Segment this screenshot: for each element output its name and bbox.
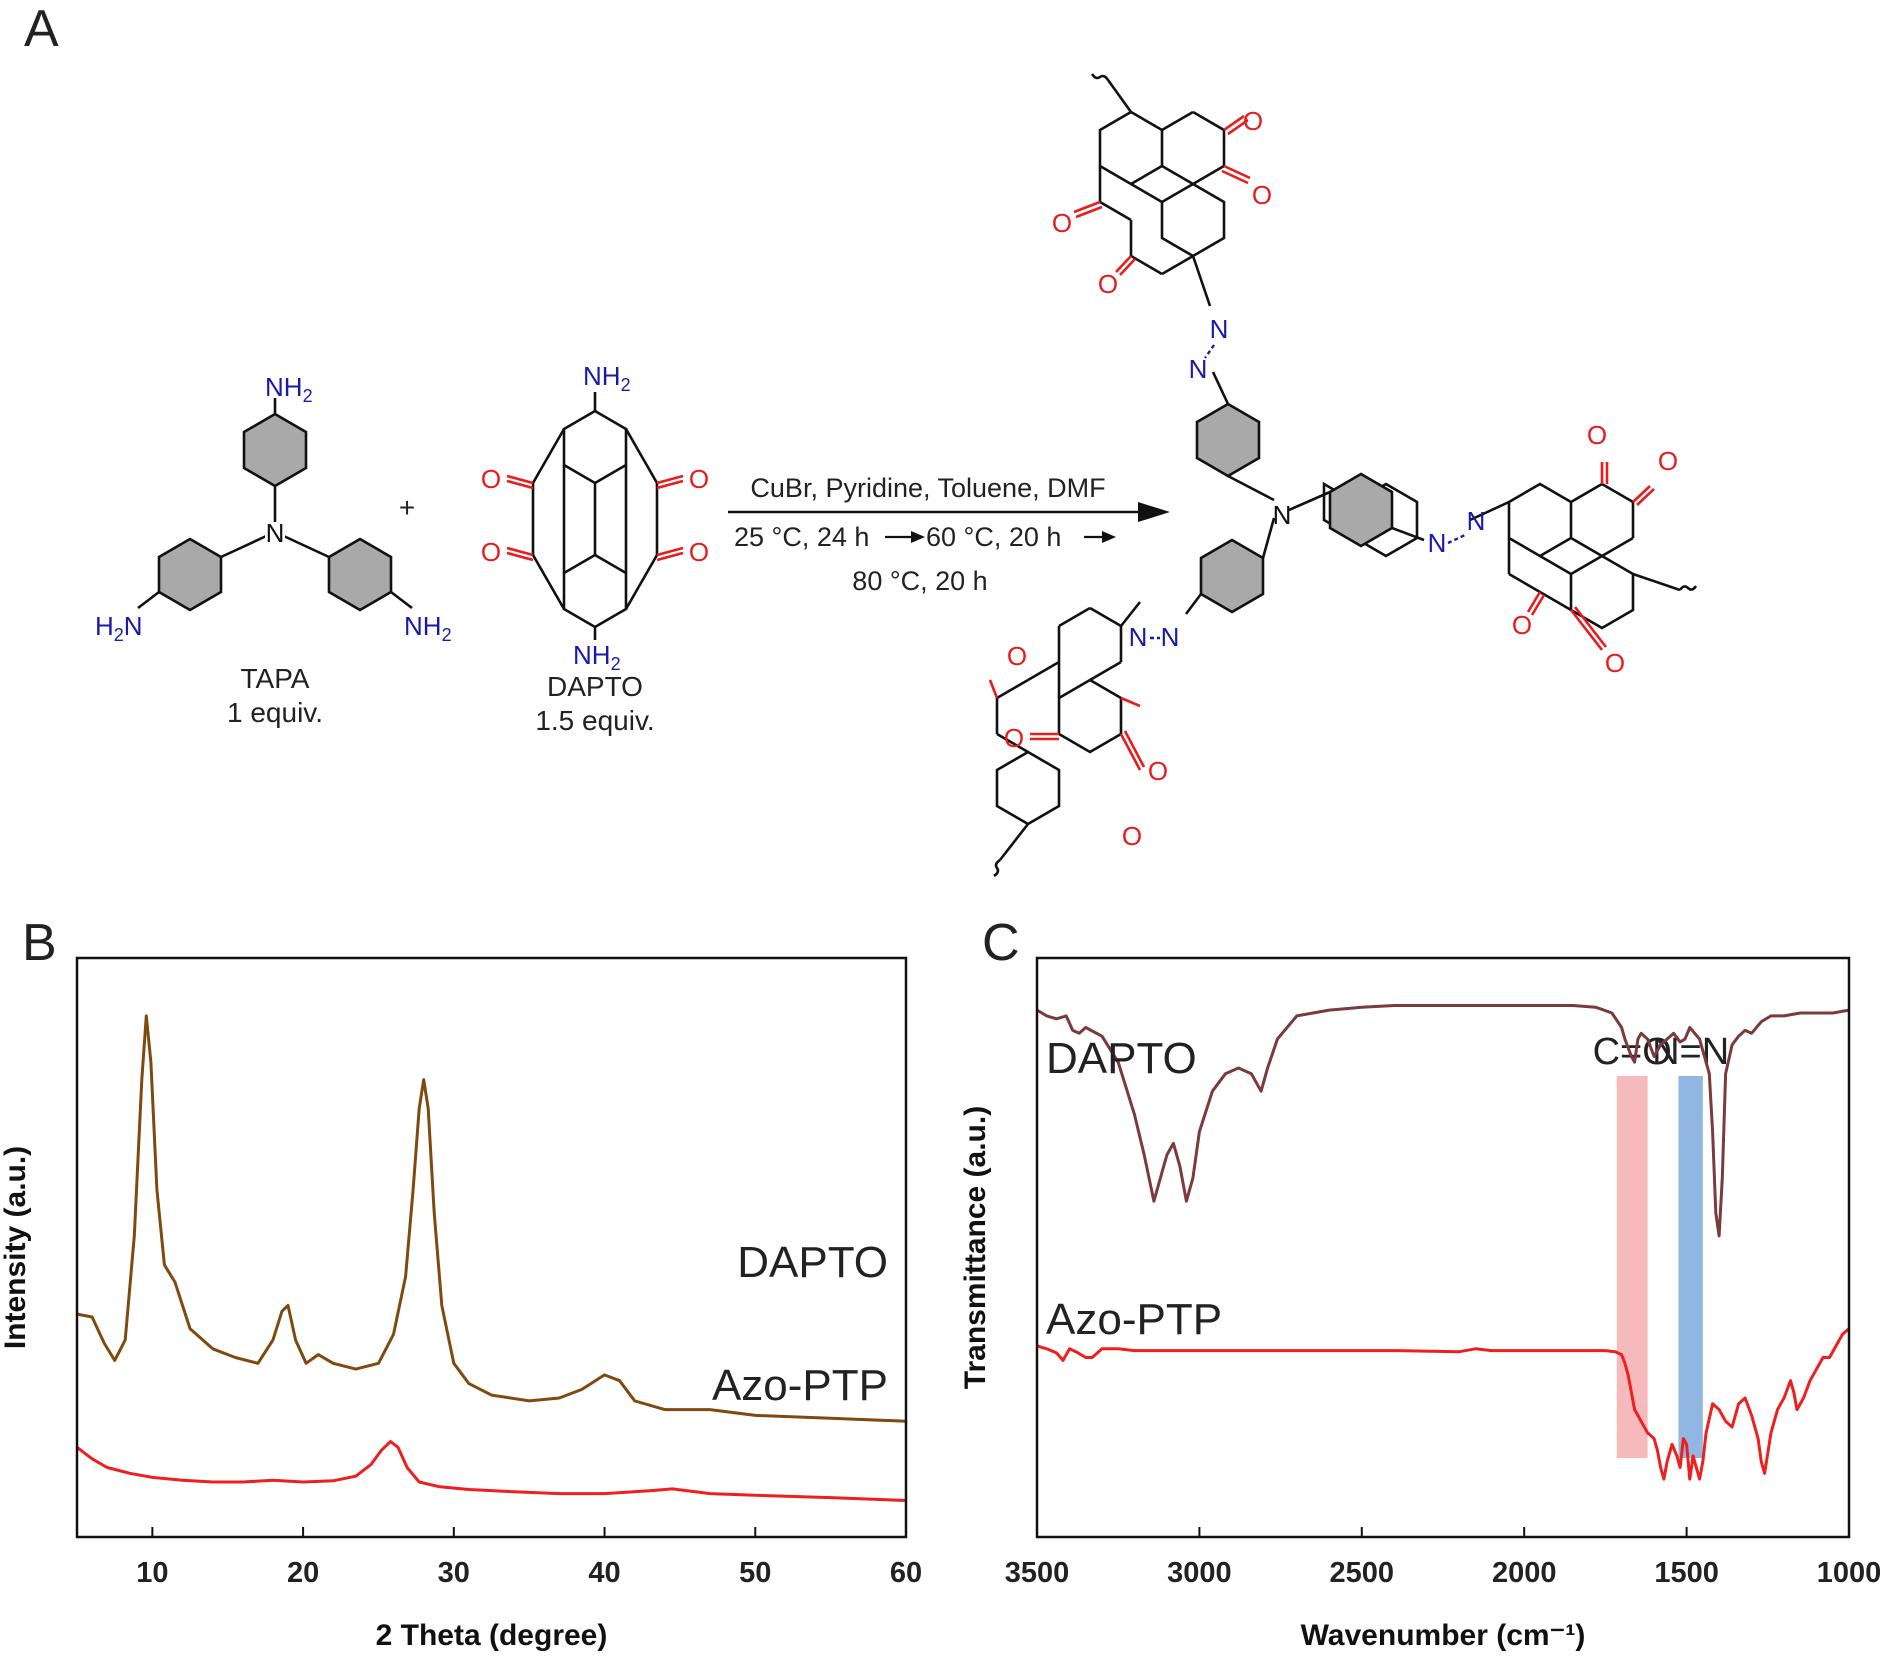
- dapto-nh2-bottom: NH2: [573, 640, 621, 674]
- x-axis-title: 2 Theta (degree): [376, 1619, 608, 1652]
- product-azo-bonds: [1150, 344, 1466, 640]
- dapto-structure: [531, 392, 659, 640]
- x-tick-label: 2000: [1492, 1557, 1557, 1589]
- plot-frame: [75, 956, 908, 1539]
- x-tick-label: 1500: [1654, 1557, 1719, 1589]
- dapto-label: DAPTO: [547, 671, 643, 702]
- svg-text:N: N: [1129, 622, 1148, 652]
- plot-frame: [1035, 956, 1851, 1539]
- tapa-nh2-left: H2N: [95, 611, 143, 645]
- x-tick-label: 30: [438, 1557, 470, 1589]
- condition-arrow-2: [1084, 531, 1116, 543]
- svg-text:N: N: [1467, 506, 1486, 536]
- x-tick-label: 20: [287, 1557, 319, 1589]
- svg-text:N: N: [1189, 354, 1208, 384]
- svg-text:O: O: [1243, 106, 1263, 136]
- condition-arrow-1: [885, 531, 925, 543]
- svg-text:O: O: [1122, 821, 1142, 851]
- svg-text:O: O: [1098, 269, 1118, 299]
- svg-text:N: N: [1161, 622, 1180, 652]
- y-axis-title: Transmittance (a.u.): [959, 1106, 992, 1389]
- svg-text:O: O: [481, 464, 501, 494]
- svg-text:O: O: [1052, 208, 1072, 238]
- product-central-n: N: [1273, 500, 1292, 530]
- svg-text:O: O: [689, 537, 709, 567]
- series-line-azo-ptp: [76, 1440, 907, 1502]
- dapto-nh2-top: NH2: [583, 361, 631, 395]
- condition-step2: 60 °C, 20 h: [926, 522, 1061, 552]
- x-tick-label: 3500: [1005, 1557, 1070, 1589]
- series-label-dapto: DAPTO: [737, 1238, 888, 1287]
- product-structure: [993, 73, 1698, 878]
- series-label-dapto: DAPTO: [1046, 1034, 1197, 1083]
- xrd-chart: DAPTO Azo-PTP 10 20 30 40 50 60 2 Theta (degree)…: [0, 956, 922, 1652]
- y-axis-title: Intensity (a.u.): [0, 1146, 32, 1349]
- condition-step3: 80 °C, 20 h: [852, 566, 987, 596]
- x-tick-label: 10: [136, 1557, 168, 1589]
- svg-text:O: O: [1658, 446, 1678, 476]
- panel-b-letter: B: [22, 914, 57, 972]
- reaction-arrow: [728, 502, 1170, 522]
- svg-text:O: O: [1148, 756, 1168, 786]
- tapa-structure: [137, 398, 413, 612]
- tapa-equiv: 1 equiv.: [227, 697, 323, 728]
- svg-text:O: O: [1512, 610, 1532, 640]
- tapa-nh2-right: NH2: [404, 611, 452, 645]
- ftir-chart: C=ON=N DAPTO Azo-PTP 3500 3000 2500 2000 1500 10…: [959, 956, 1882, 1652]
- series-line-dapto: [1036, 1004, 1850, 1238]
- product-carbonyls: [988, 114, 1655, 771]
- dapto-equiv: 1.5 equiv.: [535, 705, 654, 736]
- tapa-n-mask: [265, 522, 285, 546]
- highlight-label-0: C=O: [1593, 1031, 1672, 1073]
- svg-text:N: N: [1428, 528, 1447, 558]
- x-tick-label: 50: [739, 1557, 771, 1589]
- svg-text:O: O: [1587, 420, 1607, 450]
- highlight-band-1: [1678, 1076, 1703, 1458]
- panel-c-letter: C: [982, 914, 1020, 972]
- tapa-nh2-top: NH2: [265, 372, 313, 406]
- svg-text:O: O: [1605, 648, 1625, 678]
- x-tick-label: 2500: [1330, 1557, 1395, 1589]
- condition-reagents: CuBr, Pyridine, Toluene, DMF: [750, 473, 1105, 503]
- x-tick-label: 40: [588, 1557, 620, 1589]
- highlight-label-1: N=N: [1652, 1031, 1729, 1073]
- plus-sign: +: [399, 492, 415, 523]
- x-tick-label: 3000: [1167, 1557, 1232, 1589]
- condition-step1: 25 °C, 24 h: [734, 522, 869, 552]
- series-label-azo-ptp: Azo-PTP: [1046, 1295, 1222, 1344]
- x-tick-label: 60: [890, 1557, 922, 1589]
- svg-text:N: N: [1210, 314, 1229, 344]
- svg-text:O: O: [1252, 180, 1272, 210]
- panel-a-letter: A: [24, 0, 59, 58]
- tapa-central-n: N: [266, 518, 285, 548]
- dapto-oxygens: O O O O: [481, 464, 709, 567]
- product-oxygens: O O O O O O O O O O O O: [1004, 106, 1678, 851]
- series-line-azo-ptp: [1036, 1327, 1850, 1481]
- svg-text:O: O: [481, 537, 501, 567]
- x-axis-title: Wavenumber (cm⁻¹): [1301, 1619, 1586, 1652]
- series-label-azo-ptp: Azo-PTP: [712, 1361, 888, 1410]
- x-tick-label: 1000: [1817, 1557, 1882, 1589]
- dapto-carbonyls: [506, 474, 684, 562]
- series-line-dapto: [76, 1014, 907, 1423]
- tapa-label: TAPA: [241, 663, 310, 694]
- svg-text:O: O: [1007, 641, 1027, 671]
- product-azo-nitrogens: N N N N N N: [1129, 314, 1486, 652]
- svg-text:O: O: [689, 464, 709, 494]
- svg-text:O: O: [1004, 723, 1024, 753]
